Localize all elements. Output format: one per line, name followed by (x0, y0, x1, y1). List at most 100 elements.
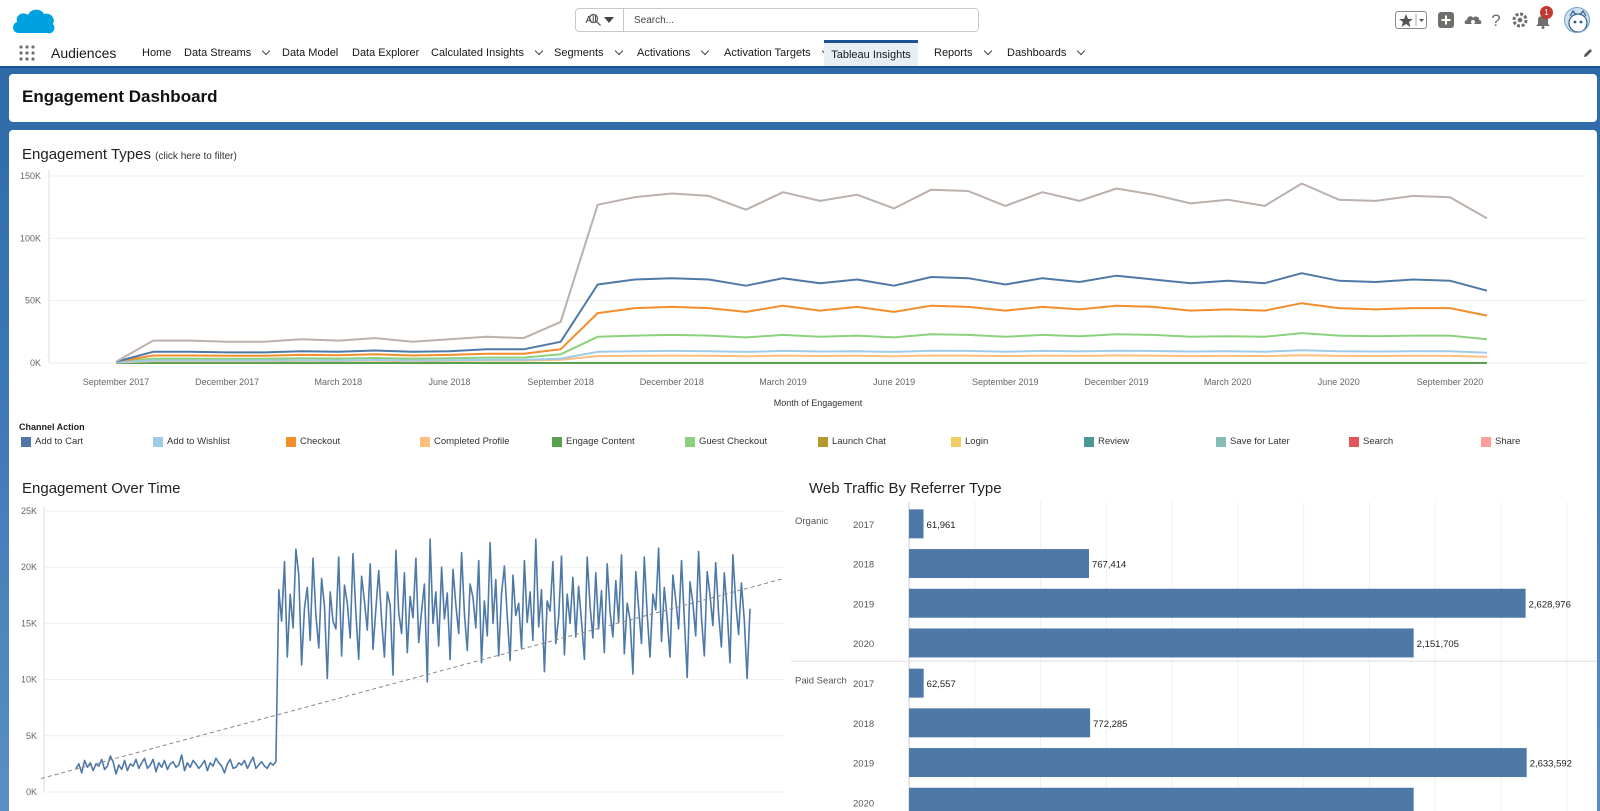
y-tick-label: 20K (21, 562, 37, 572)
legend-label: Checkout (300, 436, 341, 447)
year-label: 2020 (853, 798, 874, 809)
series-line-total[interactable] (115, 182, 1488, 363)
traffic-bar[interactable] (909, 708, 1091, 738)
traffic-bar[interactable] (909, 549, 1089, 579)
chevron-down-icon[interactable] (534, 46, 544, 56)
legend-label: Launch Chat (832, 436, 886, 447)
nav-item-label: Dashboards (1007, 47, 1067, 59)
traffic-bar[interactable] (909, 668, 924, 698)
legend-swatch (21, 436, 31, 447)
legend-label: Add to Wishlist (167, 436, 230, 447)
x-tick-label: March 2018 (315, 377, 363, 387)
nav-item-label: Tableau Insights (831, 48, 911, 61)
y-tick-label: 0K (26, 787, 37, 797)
nav-item-reports[interactable]: Reports (934, 40, 992, 66)
legend-label: Share (1495, 436, 1521, 447)
notification-badge: 1 (1540, 6, 1553, 19)
traffic-bar[interactable] (909, 748, 1527, 778)
global-actions-button[interactable] (1436, 10, 1456, 30)
legend-item-login[interactable]: Login (951, 436, 988, 447)
navigation-bar: Audiences Home Data Streams Data Model Data… (0, 40, 1600, 68)
chevron-down-icon[interactable] (614, 46, 623, 56)
traffic-bar[interactable] (909, 787, 1414, 811)
app-name: Audiences (51, 45, 117, 61)
x-tick-label: June 2019 (873, 377, 915, 387)
year-label: 2017 (853, 520, 874, 531)
nav-item-label: Data Model (282, 47, 339, 59)
favorites-button[interactable] (1395, 11, 1427, 29)
legend-item-share[interactable]: Share (1481, 436, 1520, 447)
engagement-types-chart[interactable]: 0K 50K 100K 150K September 2017 December 2017… (9, 130, 1597, 420)
nav-item-label: Data Streams (184, 47, 252, 59)
nav-item-home[interactable]: Home (142, 40, 171, 66)
nav-item-tableau-insights[interactable]: Tableau Insights (824, 40, 918, 66)
legend-item-add-to-cart[interactable]: Add to Cart (21, 436, 83, 447)
nav-item-calculated-insights[interactable]: Calculated Insights (431, 40, 544, 66)
legend-item-checkout[interactable]: Checkout (286, 436, 340, 447)
edit-nav-icon[interactable] (1582, 47, 1594, 59)
engagement-series-line[interactable] (75, 538, 751, 775)
series-line-add-to-wishlist[interactable] (115, 349, 1488, 364)
search-input[interactable] (634, 14, 934, 26)
legend-swatch (1349, 436, 1359, 447)
nav-item-label: Segments (554, 47, 604, 59)
search-scope-label: All (585, 14, 597, 26)
help-icon: ? (1491, 11, 1500, 30)
gear-icon (1512, 12, 1528, 28)
y-tick-label: 150K (20, 171, 41, 181)
star-icon (1399, 14, 1424, 27)
x-tick-label: June 2020 (1318, 377, 1360, 387)
legend-item-add-to-wishlist[interactable]: Add to Wishlist (153, 436, 230, 447)
nav-item-dashboards[interactable]: Dashboards (1007, 40, 1086, 66)
search-scope-select[interactable]: All (576, 9, 624, 31)
series-line-checkout[interactable] (115, 302, 1488, 363)
engagement-types-title[interactable]: Engagement Types (click here to filter) (22, 146, 237, 163)
traffic-bar[interactable] (909, 628, 1414, 658)
chevron-down-icon[interactable] (262, 46, 271, 56)
help-button[interactable]: ? (1487, 10, 1505, 30)
global-search: All (575, 8, 979, 32)
legend-item-completed-profile[interactable]: Completed Profile (420, 436, 510, 447)
legend-item-save-for-later[interactable]: Save for Later (1216, 436, 1290, 447)
engagement-over-time-chart[interactable]: 0K 5K 10K 15K 20K 25K (9, 130, 799, 811)
legend-item-review[interactable]: Review (1084, 436, 1129, 447)
legend-item-search[interactable]: Search (1349, 436, 1393, 447)
x-tick-label: March 2019 (759, 377, 807, 387)
nav-item-data-explorer[interactable]: Data Explorer (352, 40, 419, 66)
legend-swatch (420, 436, 430, 447)
x-axis-label: Month of Engagement (774, 398, 863, 408)
nav-item-data-streams[interactable]: Data Streams (184, 40, 271, 66)
legend-item-launch-chat[interactable]: Launch Chat (818, 436, 886, 447)
setup-button[interactable] (1510, 10, 1530, 30)
year-label: 2019 (853, 599, 874, 610)
chevron-down-icon[interactable] (700, 46, 710, 56)
x-tick-label: September 2020 (1417, 377, 1484, 387)
user-avatar[interactable] (1564, 7, 1590, 33)
nav-item-data-model[interactable]: Data Model (282, 40, 338, 66)
legend-label: Search (1363, 436, 1394, 447)
x-tick-label: September 2019 (972, 377, 1039, 387)
y-tick-label: 0K (30, 358, 41, 368)
series-line-add-to-cart[interactable] (115, 272, 1488, 363)
legend-item-engage-content[interactable]: Engage Content (552, 436, 635, 447)
traffic-bar[interactable] (909, 509, 924, 539)
legend-title: Channel Action (19, 422, 85, 432)
nav-item-activation-targets[interactable]: Activation Targets (724, 40, 830, 66)
nav-item-label: Activations (637, 47, 691, 59)
legend-label: Review (1098, 436, 1130, 447)
legend-swatch (153, 436, 163, 447)
bar-value-label: 772,285 (1093, 719, 1127, 730)
trailhead-button[interactable] (1463, 10, 1483, 30)
web-traffic-chart[interactable]: Organic 2017 61,961 2018 767,414 2019 2,628,97… (9, 130, 1597, 811)
traffic-bar[interactable] (909, 588, 1526, 618)
chevron-down-icon[interactable] (983, 46, 992, 56)
nav-item-segments[interactable]: Segments (554, 40, 623, 66)
nav-item-activations[interactable]: Activations (637, 40, 710, 66)
legend-swatch (1216, 436, 1226, 447)
app-launcher-icon[interactable] (19, 45, 35, 61)
chevron-down-icon[interactable] (1077, 46, 1086, 56)
series-line-guest-checkout[interactable] (115, 332, 1488, 364)
salesforce-cloud-logo[interactable] (10, 5, 56, 37)
y-tick-label: 5K (26, 731, 37, 741)
legend-item-guest-checkout[interactable]: Guest Checkout (685, 436, 767, 447)
